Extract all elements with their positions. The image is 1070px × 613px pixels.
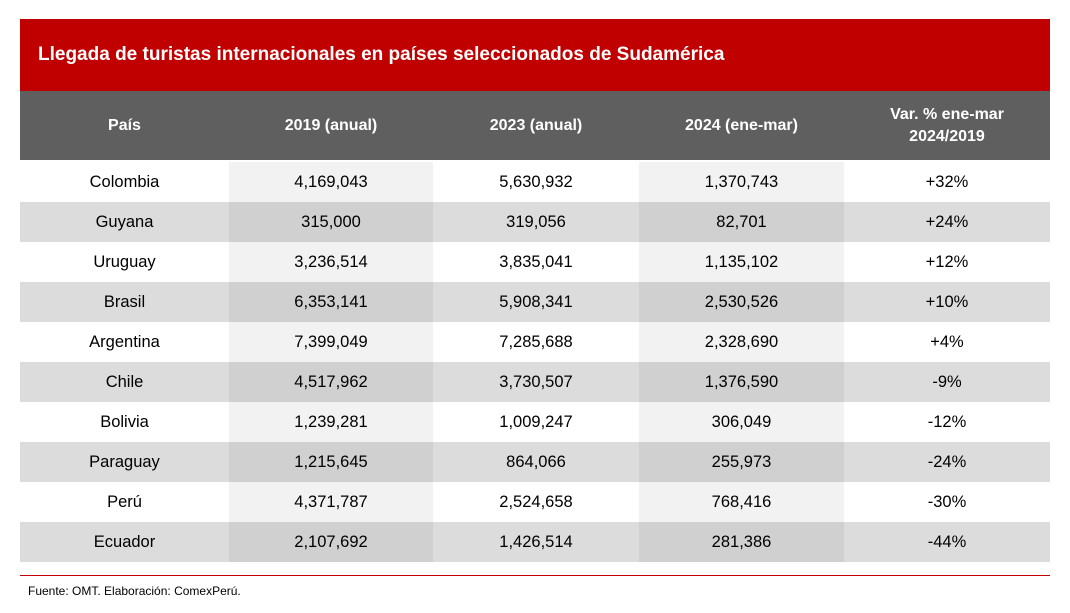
variation-cell: -24% [844,442,1050,482]
country-cell: Paraguay [20,442,229,482]
value-2023-cell: 5,630,932 [433,162,639,202]
table-row: Argentina 7,399,049 7,285,688 2,328,690 +4% [20,322,1050,362]
variation-cell: +4% [844,322,1050,362]
table-row: Colombia 4,169,043 5,630,932 1,370,743 +32% [20,162,1050,202]
header-2023: 2023 (anual) [489,116,583,134]
table-row: Chile 4,517,962 3,730,507 1,376,590 -9% [20,362,1050,402]
variation-cell: -9% [844,362,1050,402]
value-2019-cell: 3,236,514 [229,242,433,282]
value-2019-cell: 7,399,049 [229,322,433,362]
variation-cell: +12% [844,242,1050,282]
country-cell: Brasil [20,282,229,322]
table-row: Brasil 6,353,141 5,908,341 2,530,526 +10% [20,282,1050,322]
variation-cell: -44% [844,522,1050,562]
footer-divider [20,575,1050,576]
table-body: Colombia 4,169,043 5,630,932 1,370,743 +32% G… [20,162,1050,562]
value-2019-cell: 4,169,043 [229,162,433,202]
country-cell: Perú [20,482,229,522]
country-cell: Guyana [20,202,229,242]
value-2019-cell: 1,239,281 [229,402,433,442]
value-2024-cell: 1,370,743 [639,162,844,202]
value-2023-cell: 319,056 [433,202,639,242]
value-2023-cell: 1,426,514 [433,522,639,562]
country-cell: Bolivia [20,402,229,442]
value-2023-cell: 864,066 [433,442,639,482]
header-2019: 2019 (anual) [284,116,378,134]
variation-cell: -30% [844,482,1050,522]
value-2024-cell: 768,416 [639,482,844,522]
value-2023-cell: 5,908,341 [433,282,639,322]
variation-cell: -12% [844,402,1050,442]
value-2023-cell: 1,009,247 [433,402,639,442]
value-2024-cell: 82,701 [639,202,844,242]
value-2023-cell: 7,285,688 [433,322,639,362]
value-2024-cell: 2,530,526 [639,282,844,322]
country-cell: Colombia [20,162,229,202]
table-title: Llegada de turistas internacionales en p… [20,19,1050,91]
value-2023-cell: 3,730,507 [433,362,639,402]
value-2024-cell: 1,376,590 [639,362,844,402]
header-country: País [108,116,141,134]
variation-cell: +24% [844,202,1050,242]
country-cell: Ecuador [20,522,229,562]
value-2023-cell: 2,524,658 [433,482,639,522]
table-row: Uruguay 3,236,514 3,835,041 1,135,102 +12% [20,242,1050,282]
variation-cell: +32% [844,162,1050,202]
value-2019-cell: 6,353,141 [229,282,433,322]
value-2019-cell: 315,000 [229,202,433,242]
value-2019-cell: 4,371,787 [229,482,433,522]
value-2023-cell: 3,835,041 [433,242,639,282]
table-row: Bolivia 1,239,281 1,009,247 306,049 -12% [20,402,1050,442]
table-header: País 2019 (anual) 2023 (anual) 2024 (ene… [20,91,1050,160]
header-2024: 2024 (ene-mar) [685,116,798,134]
variation-cell: +10% [844,282,1050,322]
country-cell: Argentina [20,322,229,362]
value-2024-cell: 1,135,102 [639,242,844,282]
source-note: Fuente: OMT. Elaboración: ComexPerú. [28,584,241,598]
value-2019-cell: 4,517,962 [229,362,433,402]
table-row: Ecuador 2,107,692 1,426,514 281,386 -44% [20,522,1050,562]
value-2024-cell: 281,386 [639,522,844,562]
value-2019-cell: 2,107,692 [229,522,433,562]
header-variation: Var. % ene-mar 2024/2019 [890,105,1004,145]
table-row: Guyana 315,000 319,056 82,701 +24% [20,202,1050,242]
value-2019-cell: 1,215,645 [229,442,433,482]
value-2024-cell: 255,973 [639,442,844,482]
value-2024-cell: 306,049 [639,402,844,442]
table-row: Perú 4,371,787 2,524,658 768,416 -30% [20,482,1050,522]
country-cell: Uruguay [20,242,229,282]
country-cell: Chile [20,362,229,402]
value-2024-cell: 2,328,690 [639,322,844,362]
table-row: Paraguay 1,215,645 864,066 255,973 -24% [20,442,1050,482]
